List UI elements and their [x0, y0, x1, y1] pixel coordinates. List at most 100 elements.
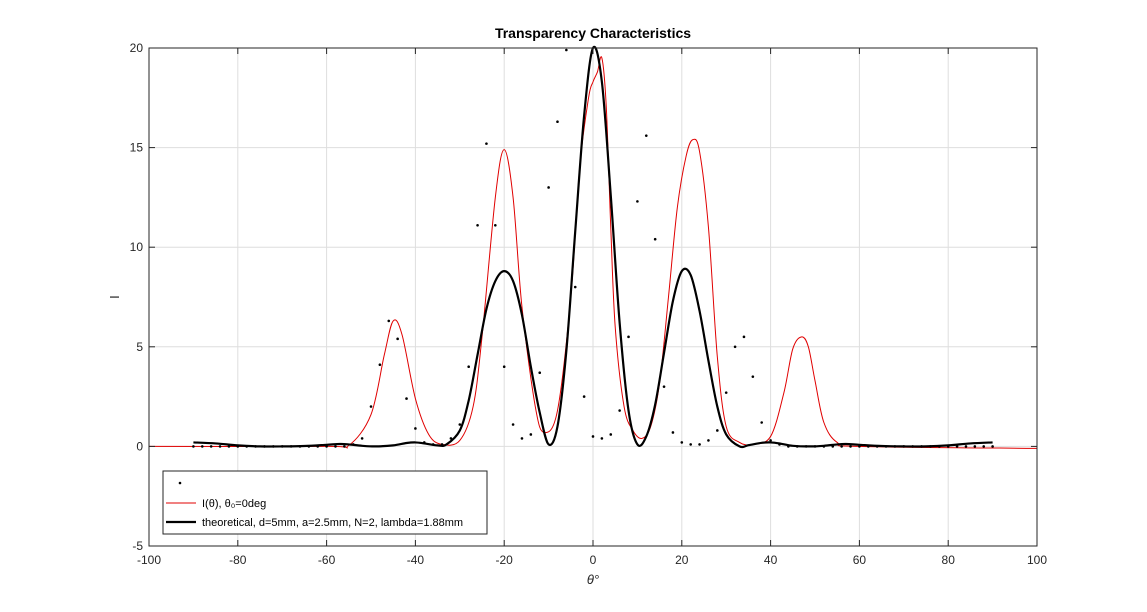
data-point [618, 409, 621, 412]
data-point [378, 363, 382, 367]
data-point [875, 445, 879, 448]
data-point [440, 443, 444, 446]
data-point [485, 142, 488, 145]
data-point [689, 443, 692, 446]
data-point [316, 445, 320, 448]
data-point [254, 445, 257, 448]
data-point [200, 445, 204, 448]
data-point [609, 433, 613, 436]
data-point [582, 395, 586, 398]
data-point [414, 427, 417, 430]
data-point [627, 335, 630, 339]
tick-labels: -100 -80 -60 -40 -20 0 20 40 60 80 100 -5 0 5 10 15 20 [130, 41, 1048, 567]
data-point [360, 437, 364, 440]
data-point [920, 445, 923, 448]
data-point [742, 335, 746, 339]
legend-entry-theory: theoretical, d=5mm, a=2.5mm, N=2, lambda… [202, 517, 463, 529]
chart-title: Transparency Characteristics [495, 25, 691, 41]
data-point [591, 435, 595, 438]
data-point [716, 429, 719, 432]
data-point [911, 445, 914, 448]
data-point [902, 445, 906, 448]
x-tick-label: 20 [675, 553, 689, 567]
data-point [307, 445, 311, 448]
data-point [662, 385, 666, 388]
data-point [334, 445, 337, 448]
data-point [405, 397, 408, 400]
data-point [458, 423, 462, 426]
data-point [245, 445, 248, 448]
x-tick-label: 60 [853, 553, 867, 567]
x-tick-label: 100 [1027, 553, 1047, 567]
y-tick-label: -5 [132, 539, 143, 553]
data-point [280, 445, 284, 448]
data-point [511, 423, 515, 426]
data-point [272, 445, 275, 448]
data-point [387, 319, 391, 323]
data-point [636, 200, 639, 203]
x-tick-label: -80 [229, 553, 247, 567]
data-point [724, 391, 728, 394]
data-point [893, 445, 897, 448]
data-point [653, 237, 657, 241]
data-point [565, 48, 568, 52]
data-point [938, 445, 941, 448]
y-tick-label: 15 [130, 141, 144, 155]
data-point [325, 445, 328, 448]
x-axis-label: θ° [587, 572, 599, 587]
y-axis-label: I [107, 295, 122, 299]
data-point [760, 421, 764, 424]
legend: I(θ), θ₀=0deg theoretical, d=5mm, a=2.5m… [162, 470, 488, 535]
y-tick-label: 5 [136, 340, 143, 354]
data-point [263, 445, 266, 448]
data-point [707, 439, 710, 442]
data-point [769, 439, 772, 442]
data-point [209, 445, 213, 448]
data-point [396, 337, 399, 341]
data-point [494, 223, 497, 227]
data-point [467, 365, 470, 369]
data-point [840, 445, 843, 448]
data-point [343, 445, 346, 448]
data-point [547, 186, 550, 189]
x-tick-label: 0 [590, 553, 597, 567]
data-point [192, 445, 195, 448]
data-point [849, 445, 852, 448]
data-point [991, 445, 994, 448]
data-point [787, 445, 790, 448]
data-point [644, 134, 648, 137]
data-point [804, 445, 808, 448]
legend-box [162, 470, 488, 535]
data-point [351, 443, 355, 446]
data-point [982, 445, 986, 448]
y-tick-label: 10 [130, 240, 144, 254]
data-point [556, 120, 559, 124]
data-point [955, 445, 959, 448]
data-point [671, 431, 675, 434]
data-point [778, 443, 781, 446]
data-point [449, 437, 453, 440]
x-tick-label: -40 [407, 553, 425, 567]
data-point [431, 443, 435, 446]
data-point [866, 445, 870, 448]
ticks [148, 47, 1038, 547]
data-point [964, 445, 968, 448]
data-point [929, 445, 932, 448]
data-point [298, 445, 302, 448]
data-point [236, 445, 240, 448]
data-point [884, 445, 888, 448]
data-point [502, 365, 506, 369]
data-point [946, 445, 950, 448]
data-point [520, 437, 524, 440]
data-point [573, 285, 577, 289]
data-point [538, 371, 542, 374]
data-point [831, 445, 835, 448]
data-point [973, 445, 977, 448]
x-tick-label: 80 [942, 553, 956, 567]
data-point [369, 405, 373, 408]
data-point [698, 443, 701, 446]
data-point [680, 441, 684, 444]
data-point [733, 345, 737, 349]
legend-entry-fit: I(θ), θ₀=0deg [202, 498, 266, 510]
